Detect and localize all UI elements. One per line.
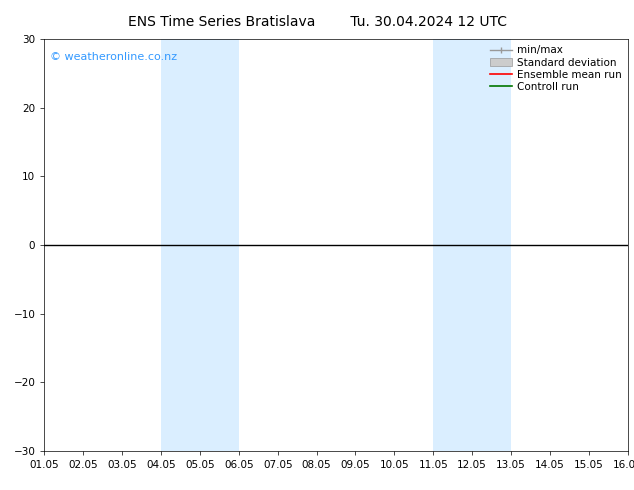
Text: © weatheronline.co.nz: © weatheronline.co.nz: [50, 51, 178, 62]
Text: ENS Time Series Bratislava        Tu. 30.04.2024 12 UTC: ENS Time Series Bratislava Tu. 30.04.202…: [127, 15, 507, 29]
Legend: min/max, Standard deviation, Ensemble mean run, Controll run: min/max, Standard deviation, Ensemble me…: [486, 41, 626, 96]
Bar: [433, 39, 511, 451]
Bar: [161, 39, 239, 451]
